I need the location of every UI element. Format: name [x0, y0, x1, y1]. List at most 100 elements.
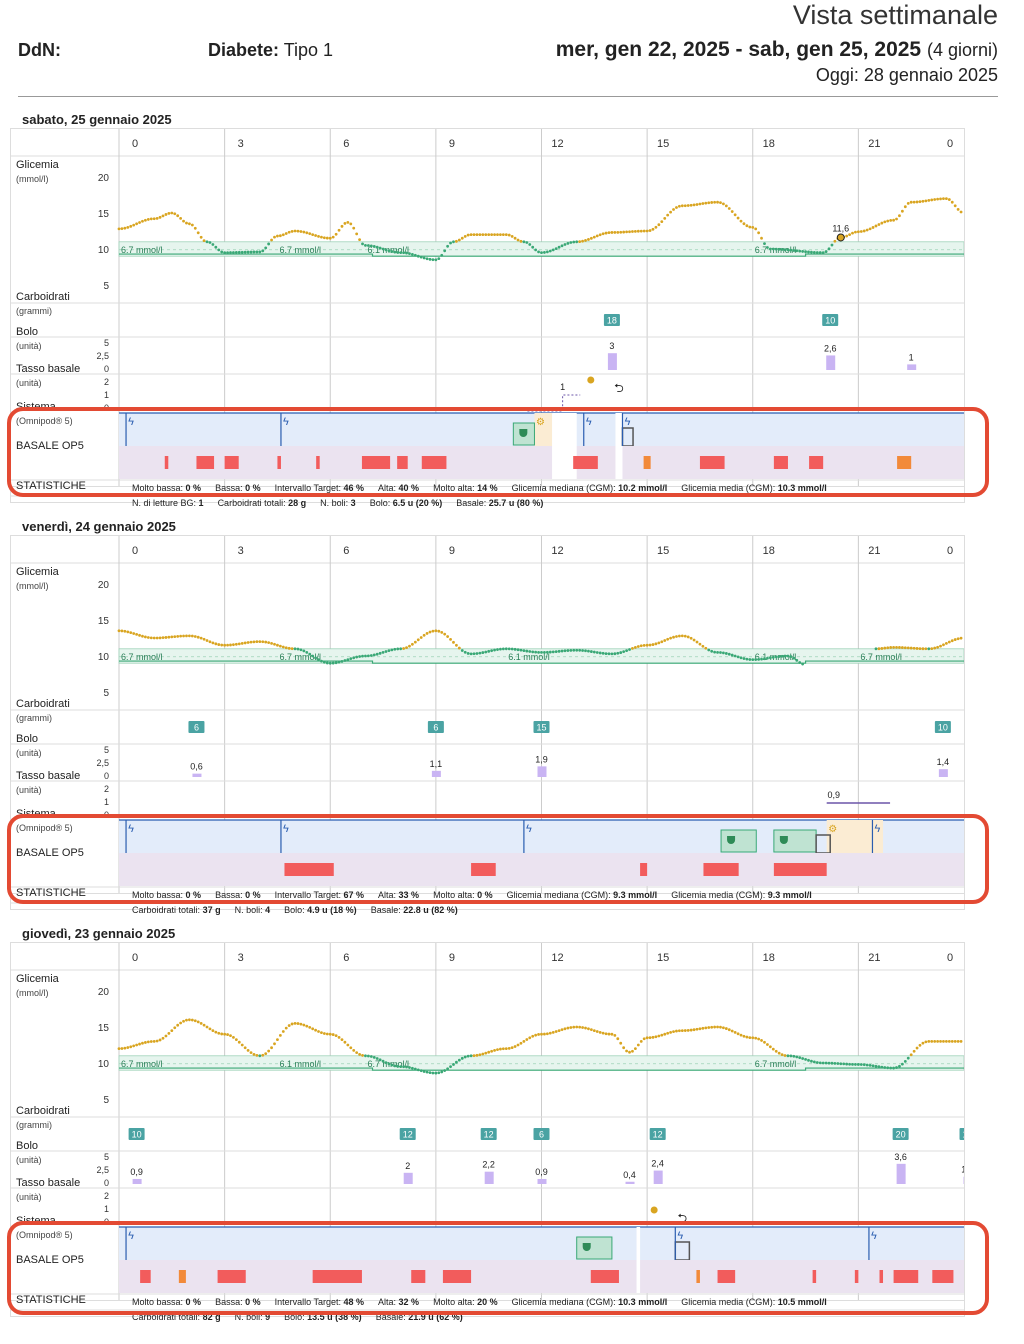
- stat-item: Carboidrati totali: 37 g: [132, 905, 221, 915]
- glucose-dot: [936, 197, 939, 201]
- stat-value: 4: [265, 905, 271, 915]
- glucose-dot: [689, 1028, 693, 1032]
- glucose-dot: [361, 1054, 364, 1057]
- glucose-dot: [669, 1031, 672, 1034]
- stat-key: N. di letture BG:: [132, 498, 197, 508]
- carb-value: 6: [433, 723, 438, 733]
- bolus-tick: 5: [104, 338, 109, 348]
- glucose-dot: [188, 634, 191, 638]
- glucose-dot: [199, 636, 203, 640]
- glucose-dot: [757, 1037, 761, 1041]
- glucose-dot: [707, 648, 711, 652]
- glucose-dot: [704, 201, 708, 205]
- glucose-dot: [933, 646, 937, 650]
- glucose-dot: [672, 635, 675, 639]
- glucose-dot: [774, 1049, 778, 1053]
- lightning-icon: ϟ: [586, 416, 592, 428]
- glucose-dot: [716, 651, 719, 654]
- glucose-dot: [296, 647, 300, 651]
- stat-key: Carboidrati totali:: [217, 498, 286, 508]
- glucose-dot: [528, 650, 532, 653]
- glucose-dot: [560, 1028, 564, 1032]
- glucose-dot: [308, 232, 312, 236]
- glucose-dot: [827, 247, 831, 251]
- glucose-dot: [402, 251, 406, 255]
- glucose-dot: [531, 245, 535, 249]
- glucose-dot: [936, 1040, 939, 1043]
- glucose-dot: [695, 203, 699, 206]
- glucose-dot: [493, 233, 496, 236]
- chart-outer-frame: [10, 942, 965, 1317]
- glucose-dot: [419, 636, 423, 639]
- glucose-dot: [320, 659, 323, 663]
- glucose-dot: [742, 1034, 746, 1038]
- stat-value: 13.5 u (38 %): [307, 1312, 362, 1322]
- stat-item: Molto alta: 0 %: [433, 890, 493, 900]
- carb-value: 6: [194, 723, 199, 733]
- glucose-dot: [554, 247, 558, 250]
- bolus-bar: [403, 1172, 413, 1184]
- glucose-dot: [519, 239, 523, 243]
- glucose-dot: [252, 250, 256, 254]
- glucose-dot: [912, 646, 916, 650]
- op5-segment: [573, 456, 598, 469]
- op5-gap: [615, 446, 623, 479]
- glucose-dot: [839, 1062, 843, 1066]
- row-label-carbs-title: Carboidrati: [16, 291, 70, 303]
- glucose-dot: [807, 1058, 810, 1062]
- glucose-dot: [545, 650, 549, 654]
- glucose-dot: [789, 655, 793, 658]
- glucose-dot: [422, 256, 426, 260]
- bolus-tick: 2,5: [96, 1165, 109, 1175]
- glucose-dot: [290, 1022, 294, 1026]
- glucose-dot: [933, 1040, 937, 1043]
- glucose-dot: [164, 213, 168, 216]
- glucose-dot: [510, 235, 514, 238]
- glucose-dot: [766, 1043, 769, 1046]
- glucose-dot: [936, 645, 939, 649]
- glucose-dot: [768, 247, 772, 251]
- glucose-dot: [176, 1023, 180, 1027]
- glucose-dot: [434, 258, 438, 262]
- glucose-dot: [440, 253, 444, 257]
- glucose-dot: [343, 659, 347, 662]
- glucose-dot: [369, 654, 373, 657]
- pod-status-box: [720, 829, 757, 853]
- stat-key: Intervallo Target:: [274, 890, 341, 900]
- bolus-tick: 5: [104, 1152, 109, 1162]
- glucose-dot: [126, 225, 130, 229]
- glucose-dot: [692, 638, 696, 642]
- glucose-dot: [698, 202, 702, 206]
- glucose-dot: [633, 645, 637, 649]
- glucose-dot: [167, 1031, 171, 1035]
- glucose-dot: [810, 250, 813, 254]
- stat-value: 21.9 u (62 %): [408, 1312, 463, 1322]
- bolus-value: 3,6: [894, 1152, 907, 1162]
- glucose-tick: 15: [98, 1023, 110, 1034]
- glucose-dot: [144, 635, 147, 639]
- stat-item: Bassa: 0 %: [215, 1297, 261, 1307]
- glucose-dot: [490, 649, 494, 653]
- glucose-dot: [719, 1025, 722, 1029]
- glucose-dot: [622, 230, 626, 234]
- row-label-bolus-title: Bolo: [16, 733, 39, 745]
- glucose-dot: [246, 1049, 250, 1052]
- glucose-dot: [208, 1027, 212, 1031]
- stat-key: Carboidrati totali:: [132, 1312, 201, 1322]
- basal-tick: 1: [104, 797, 109, 807]
- glucose-dot: [381, 651, 385, 654]
- glucose-dot: [766, 246, 769, 249]
- stat-key: Basale:: [370, 905, 401, 915]
- bolus-bar: [653, 1170, 663, 1184]
- glucose-dot: [883, 220, 887, 224]
- glucose-dot: [135, 1043, 139, 1047]
- glucose-dot: [845, 1062, 849, 1066]
- glucose-dot: [892, 1066, 895, 1070]
- glucose-dot: [686, 635, 690, 639]
- glucose-dot: [733, 654, 737, 658]
- op5-segment: [277, 456, 281, 469]
- glucose-dot: [320, 235, 323, 239]
- glucose-dot: [592, 235, 596, 239]
- stat-key: N. boli:: [234, 905, 263, 915]
